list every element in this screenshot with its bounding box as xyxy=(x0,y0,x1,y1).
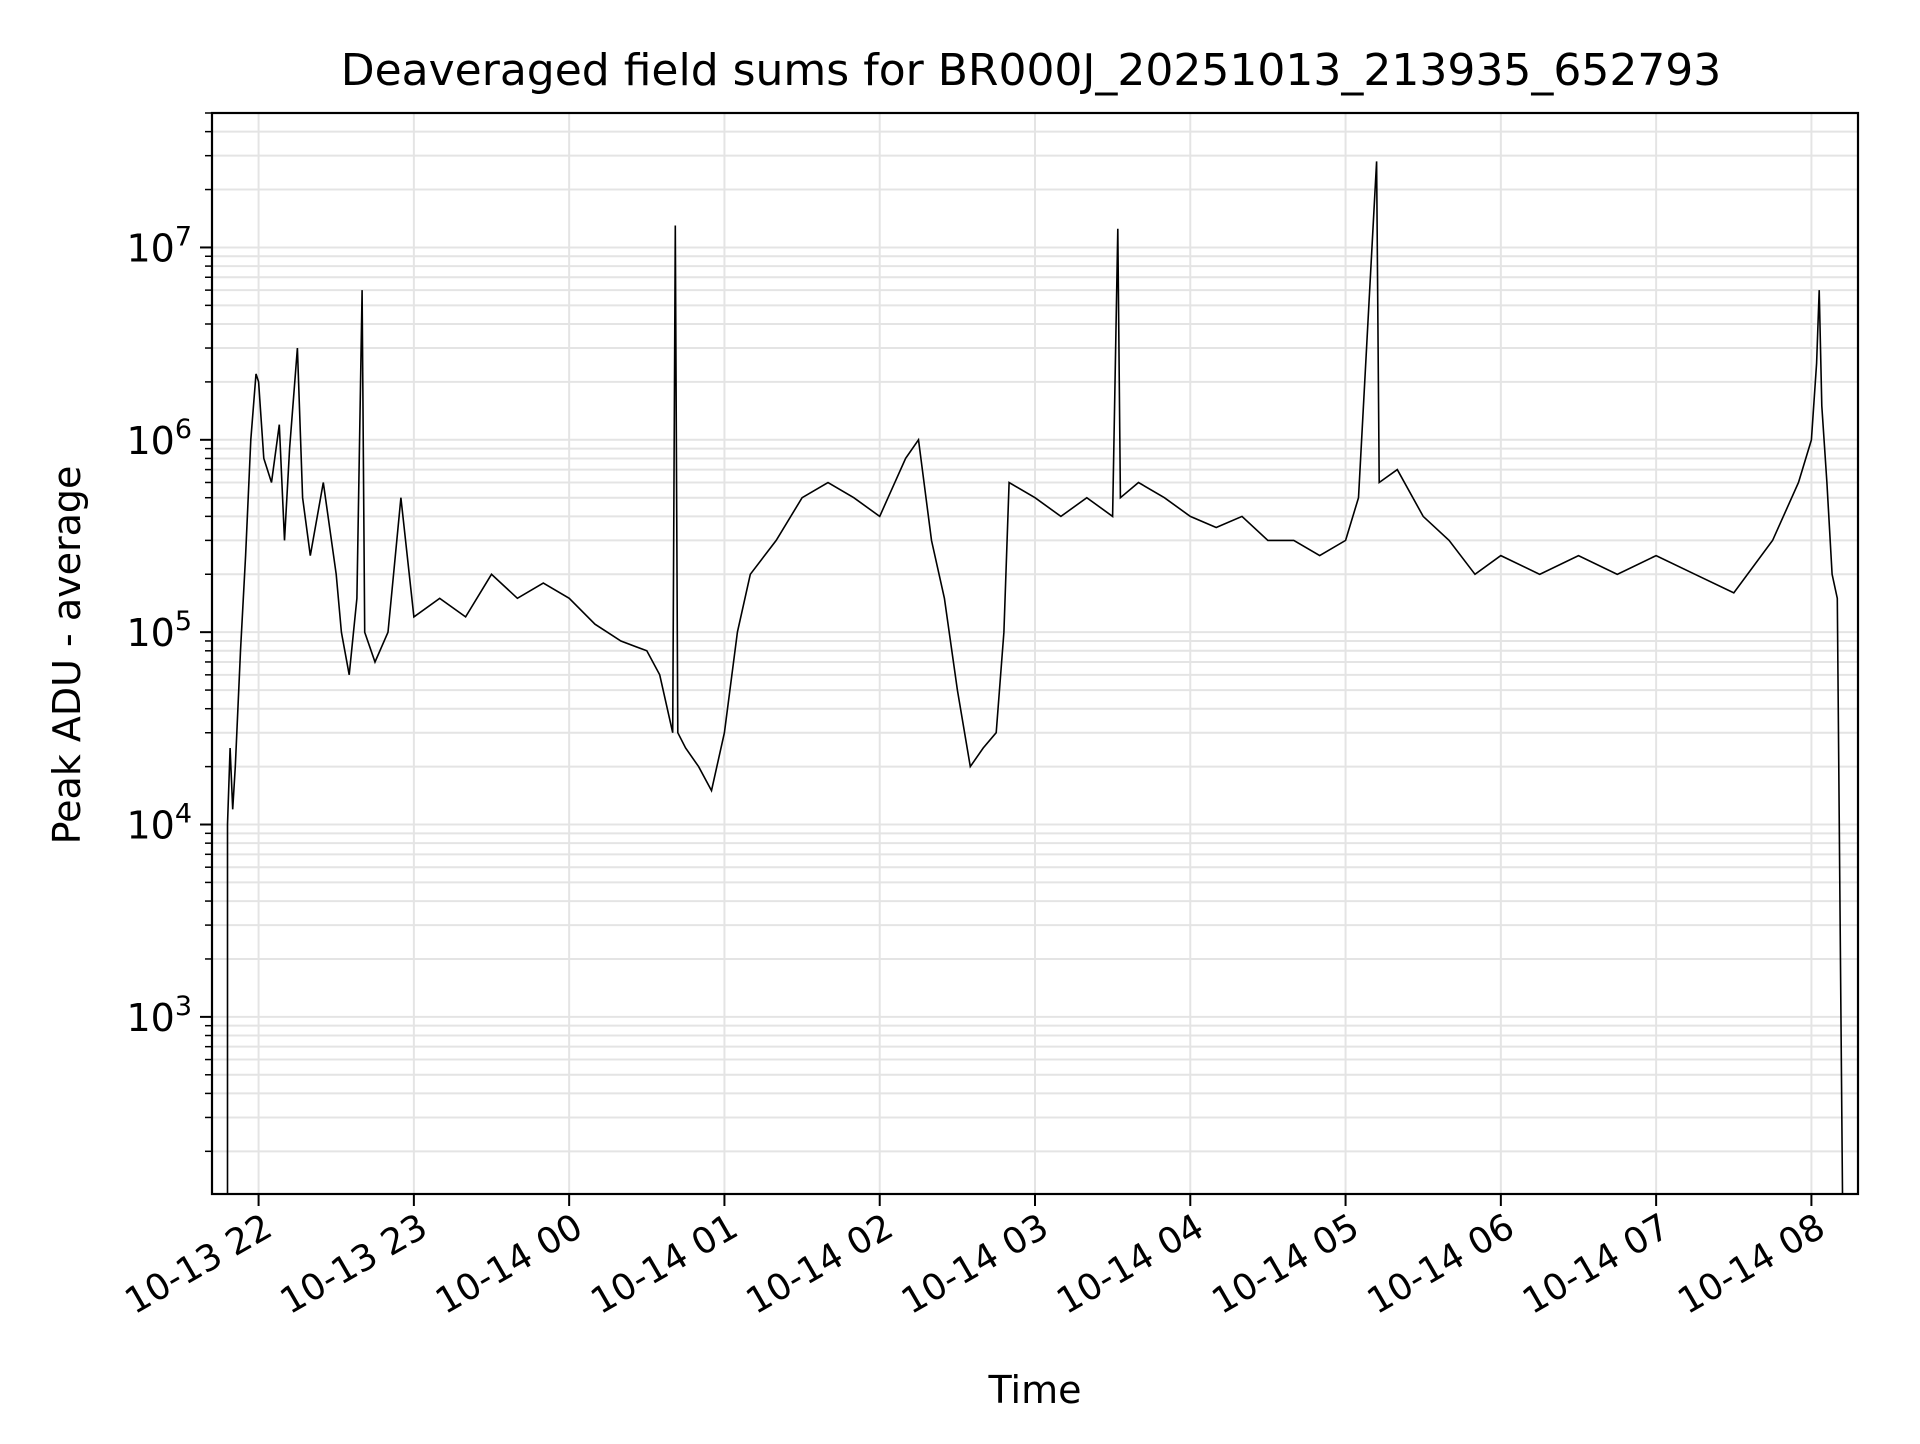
y-axis-label: Peak ADU - average xyxy=(45,466,89,845)
y-tick-label: 105 xyxy=(126,606,192,655)
series-group xyxy=(226,161,1844,1195)
y-tick-label: 103 xyxy=(126,991,192,1040)
y-tick-label: 104 xyxy=(126,799,192,848)
y-axis: 103 104 105 106 107 xyxy=(126,112,212,1153)
x-axis-label: Time xyxy=(988,1368,1082,1412)
grid xyxy=(212,112,1858,1194)
y-tick-label: 106 xyxy=(126,414,192,463)
series-line xyxy=(226,161,1844,1195)
chart-title: Deaveraged field sums for BR000J_2025101… xyxy=(341,45,1722,96)
y-tick-label: 107 xyxy=(126,221,192,270)
